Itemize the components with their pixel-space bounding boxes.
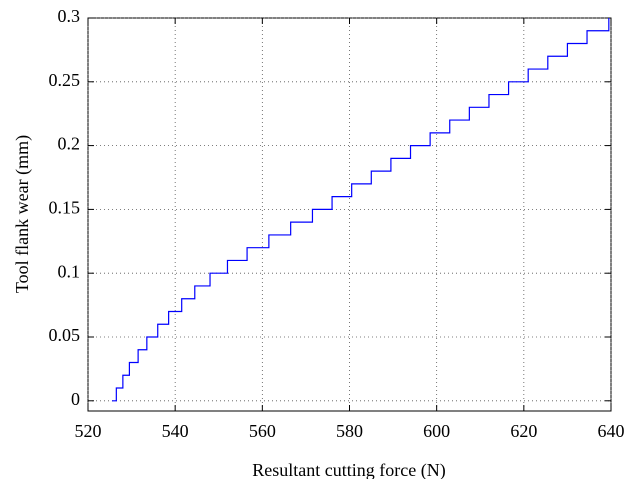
x-tick-label: 520 bbox=[75, 421, 102, 441]
x-tick-label: 560 bbox=[249, 421, 276, 441]
y-tick-label: 0 bbox=[71, 389, 80, 409]
y-tick-label: 0.2 bbox=[58, 134, 81, 154]
y-tick-label: 0.15 bbox=[49, 198, 81, 218]
x-tick-label: 620 bbox=[510, 421, 537, 441]
y-tick-label: 0.1 bbox=[58, 261, 81, 281]
y-tick-label: 0.25 bbox=[49, 70, 81, 90]
x-axis-label: Resultant cutting force (N) bbox=[252, 460, 445, 479]
step-line bbox=[111, 18, 610, 402]
x-tick-label: 600 bbox=[423, 421, 450, 441]
x-tick-label: 640 bbox=[598, 421, 625, 441]
x-tick-label: 540 bbox=[162, 421, 189, 441]
y-tick-label: 0.3 bbox=[58, 6, 81, 26]
y-tick-label: 0.05 bbox=[49, 325, 81, 345]
x-tick-label: 580 bbox=[336, 421, 363, 441]
y-axis-label: Tool flank wear (mm) bbox=[12, 135, 33, 293]
